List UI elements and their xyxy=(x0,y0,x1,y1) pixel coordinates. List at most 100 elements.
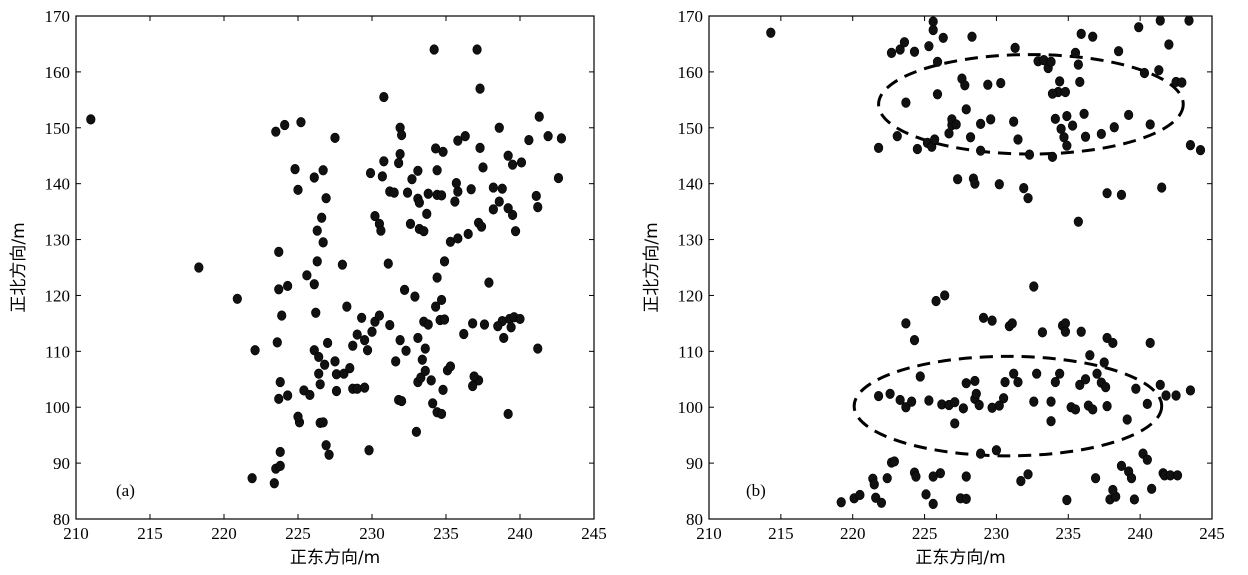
panel-a-point xyxy=(374,310,385,321)
panel-a-point xyxy=(503,203,513,214)
panel-a-point xyxy=(269,478,279,489)
panel-b-point xyxy=(1070,404,1081,415)
panel-b-point xyxy=(1185,140,1196,151)
panel-b-point xyxy=(1116,460,1127,472)
panel-b-point xyxy=(1145,119,1155,130)
panel-b-point xyxy=(994,400,1004,411)
panel-b-point xyxy=(1096,128,1106,140)
panel-b-point xyxy=(1109,122,1119,133)
panel-a-y-tick-label: 170 xyxy=(45,7,71,26)
panel-a-point xyxy=(401,345,411,356)
panel-a-point xyxy=(484,277,494,288)
panel-a-point xyxy=(466,184,476,195)
panel-b-point xyxy=(967,31,977,42)
panel-a-y-tick-label: 90 xyxy=(53,454,70,473)
panel-b-point xyxy=(940,290,950,301)
panel-a-point xyxy=(339,368,349,379)
panel-a-y-tick-label: 150 xyxy=(45,119,71,138)
panel-b-point xyxy=(928,24,938,36)
panel-b-point xyxy=(1007,318,1017,329)
panel-a-point xyxy=(271,126,281,137)
panel-a-x-tick-label: 220 xyxy=(211,524,237,543)
panel-a-point xyxy=(283,390,293,401)
panel-b-point xyxy=(1013,134,1023,145)
panel-b-point xyxy=(1131,383,1141,394)
panel-b-point xyxy=(1079,108,1089,119)
panel-a-point xyxy=(556,133,567,144)
panel-a-point xyxy=(314,351,324,363)
panel-a-y-tick-label: 100 xyxy=(45,398,71,417)
panel-a-point xyxy=(543,131,553,142)
panel-b-cluster-ellipse xyxy=(852,354,1164,458)
panel-a-point xyxy=(531,190,541,202)
panel-b-x-axis-label: 正东方向/m xyxy=(915,548,1005,568)
panel-a-point xyxy=(305,389,315,401)
panel-a-point xyxy=(497,183,507,194)
panel-a-point xyxy=(309,172,319,183)
panel-a-y-tick-label: 110 xyxy=(45,342,70,361)
panel-a-point xyxy=(423,188,433,199)
panel-a-y-tick-label: 120 xyxy=(45,286,71,305)
panel-a-x-tick-label: 235 xyxy=(433,524,459,543)
panel-a-point xyxy=(475,83,485,94)
panel-a-point xyxy=(194,262,204,273)
panel-a-point xyxy=(468,380,478,392)
panel-a-point xyxy=(460,131,470,142)
panel-b-point xyxy=(976,145,986,156)
panel-a-point xyxy=(499,332,509,344)
panel-a-point xyxy=(445,361,456,372)
panel-b-point xyxy=(930,134,940,145)
panel-b-point xyxy=(971,388,981,399)
panel-a-point xyxy=(315,379,325,390)
panel-a-point xyxy=(250,345,260,356)
panel-b-point xyxy=(1108,337,1118,349)
panel-b-point xyxy=(1177,77,1187,88)
panel-a-point xyxy=(436,294,447,306)
panel-b-point xyxy=(869,479,879,490)
panel-b-point xyxy=(1185,385,1196,396)
panel-a-label: (a) xyxy=(116,481,135,500)
panel-a-point xyxy=(436,408,447,420)
panel-b-point xyxy=(1047,151,1058,162)
panel-a-point xyxy=(436,190,447,201)
panel-b-point xyxy=(1050,376,1060,388)
panel-a-point xyxy=(534,111,544,122)
panel-b-point xyxy=(951,119,961,130)
panel-b-point xyxy=(892,131,902,142)
panel-b-point xyxy=(1126,473,1137,484)
panel-a-x-tick-label: 210 xyxy=(63,524,89,543)
panel-a-point xyxy=(428,398,438,409)
panel-b-point xyxy=(961,104,971,115)
panel-a-point xyxy=(379,91,389,103)
panel-b-point xyxy=(1029,396,1039,407)
panel-a-point xyxy=(459,328,469,340)
panel-b-point xyxy=(1050,113,1060,124)
panel-a-point xyxy=(533,202,543,213)
panel-a-point xyxy=(370,210,380,222)
panel-a-point xyxy=(399,284,410,295)
panel-a-point xyxy=(330,132,340,143)
panel-b-point xyxy=(915,371,925,382)
panel-b-point xyxy=(1088,31,1098,42)
panel-a-point xyxy=(397,395,407,407)
panel-a-point xyxy=(274,284,284,295)
panel-a-point xyxy=(407,174,417,185)
scatter-panel-b: 210 215 220 225 230 235 240 245 80 90 100 110 120 130… xyxy=(642,7,1225,568)
panel-a-point xyxy=(275,460,285,472)
panel-a-point xyxy=(478,162,488,173)
panel-b-plot-frame xyxy=(708,15,1213,520)
panel-a-point xyxy=(469,371,479,382)
panel-b-point xyxy=(961,493,971,504)
panel-b-point xyxy=(836,497,846,508)
panel-b-point xyxy=(1184,15,1194,26)
panel-b-x-tick-label: 230 xyxy=(984,524,1010,543)
panel-a-point xyxy=(275,376,285,388)
panel-a-point xyxy=(426,375,436,386)
panel-a-point xyxy=(232,293,242,304)
panel-a-point xyxy=(247,473,257,484)
panel-a-y-axis-label: 正北方向/m xyxy=(9,222,29,312)
panel-b-point xyxy=(873,142,884,153)
panel-b-point xyxy=(912,143,922,155)
panel-b-point xyxy=(766,27,776,38)
panel-a-point xyxy=(394,157,404,169)
